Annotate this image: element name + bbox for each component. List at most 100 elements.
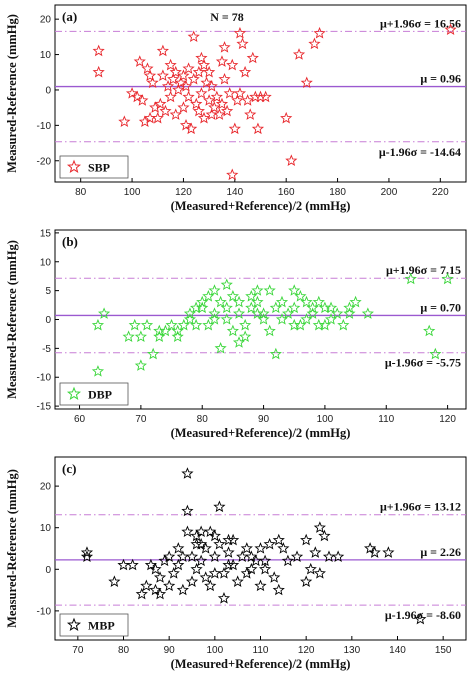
data-point [227,533,240,546]
data-point [203,65,216,78]
data-point [218,41,231,53]
data-point [192,65,205,78]
data-point [343,307,356,319]
data-point [313,521,326,533]
data-point [156,69,169,81]
data-point [214,295,227,308]
data-point [281,554,294,567]
panel-label: (a) [62,9,77,24]
data-point [304,562,317,575]
data-point [176,583,189,596]
x-tick-label: 80 [197,414,209,425]
data-point [169,65,182,78]
data-point [269,301,282,314]
data-point [185,122,198,135]
data-point [153,324,166,337]
y-axis-title: Measured-Reference (mmHg) [5,240,19,399]
data-point [318,529,331,542]
data-point [205,108,218,120]
data-point [268,571,281,583]
data-point [131,90,144,103]
data-point [220,301,233,314]
data-point [164,58,177,71]
legend-marker [66,617,82,631]
data-point [240,542,253,554]
x-tick-label: 100 [206,645,223,656]
y-tick-label: 20 [40,15,52,26]
data-point [172,83,185,96]
data-point [257,307,270,319]
data-point [227,558,240,571]
x-axis-title: (Measured+Reference)/2 (mmHg) [171,426,351,440]
y-axis-title: Measured-Reference (mmHg) [5,14,19,173]
y-tick-label: 20 [40,482,52,493]
data-point [220,313,233,325]
x-tick-label: 90 [164,645,176,656]
legend-box [59,613,129,637]
data-point [231,94,244,106]
x-axis-title: (Measured+Reference)/2 (mmHg) [171,657,351,671]
data-point [232,336,246,348]
x-tick-label: 140 [389,645,406,656]
data-point [245,550,258,563]
data-point [218,72,231,85]
y-tick-label: -5 [42,344,51,355]
x-tick-label: 70 [72,645,84,656]
panel-label: (c) [62,461,76,476]
data-point [272,583,285,596]
data-point [140,579,153,592]
legend-label: SBP [88,161,110,175]
legend-marker [66,159,82,173]
data-point [135,587,148,600]
data-point [444,23,457,35]
data-point [122,330,135,343]
data-point [185,550,199,563]
data-point [263,284,276,296]
x-tick-label: 150 [435,645,452,656]
data-point [190,537,203,550]
data-point [213,500,226,513]
data-point [246,51,259,64]
data-point [128,318,141,331]
y-tick-label: 0 [45,85,51,96]
x-tick-label: 110 [378,414,394,425]
data-point [179,80,193,92]
data-point [91,365,105,377]
data-point [294,290,307,302]
data-point [220,278,233,291]
data-point [236,37,249,50]
data-point [183,313,197,325]
data-point [269,347,282,360]
y-tick-label: 10 [40,50,52,61]
data-point [309,546,322,558]
data-point [215,97,229,110]
data-point [177,101,190,113]
y-tick-label: 0 [45,565,51,576]
data-point [254,579,267,592]
x-tick-label: 110 [253,645,269,656]
data-point [292,48,306,60]
x-tick-label: 120 [175,187,192,198]
data-point [126,558,139,571]
x-tick-label: 80 [118,645,130,656]
data-point [91,318,105,331]
data-point [300,295,313,308]
data-point [190,97,203,110]
data-point [181,525,194,538]
lower-limit-annotation: μ-1.96σ = -5.75 [385,356,461,370]
data-point [272,533,285,546]
data-point [280,111,293,124]
data-point [222,546,235,558]
data-point [251,122,265,135]
data-point [163,550,176,563]
lower-limit-annotation: μ-1.96σ = -14.64 [379,145,461,159]
data-point [214,341,227,354]
sample-size-annotation: N = 78 [210,10,244,24]
data-point [259,90,272,103]
data-point [208,313,221,325]
data-point [239,330,252,343]
data-point [232,307,246,319]
data-point [80,546,94,558]
data-point [149,562,162,575]
